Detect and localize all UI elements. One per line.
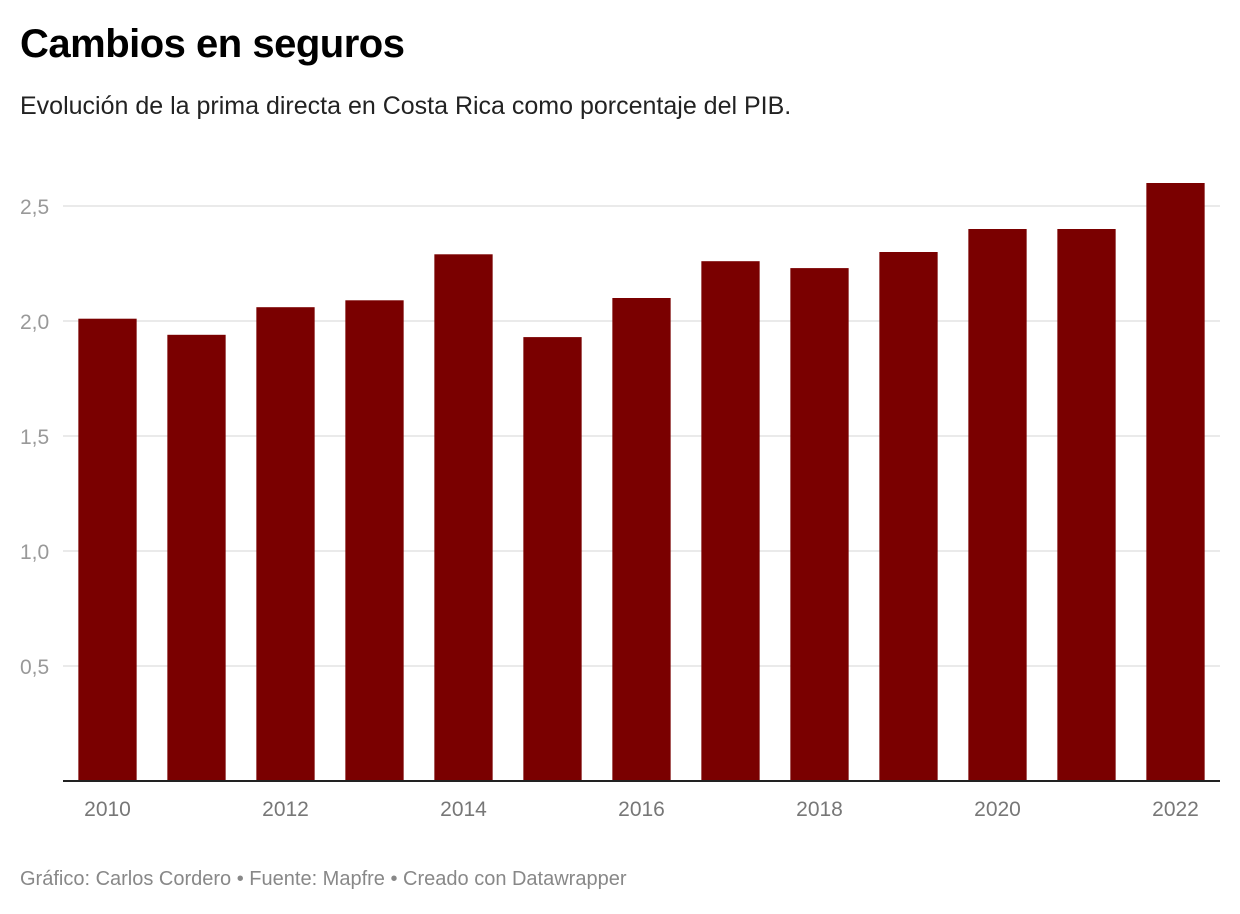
bar-2011 <box>167 334 226 781</box>
x-tick-label: 2010 <box>84 798 131 821</box>
chart-credits: Gráfico: Carlos Cordero • Fuente: Mapfre… <box>20 868 627 890</box>
bar-2012 <box>256 307 315 781</box>
x-tick-label: 2014 <box>440 798 487 821</box>
y-axis-labels: 0,5 1,0 1,5 2,0 2,5 <box>20 196 49 679</box>
bar-2018 <box>790 268 849 782</box>
y-tick-label: 0,5 <box>20 656 49 679</box>
chart-title: Cambios en seguros <box>20 22 405 66</box>
bar-2022 <box>1146 183 1205 781</box>
x-tick-label: 2018 <box>796 798 843 821</box>
bar-2019 <box>879 252 938 781</box>
x-axis-labels: 2010 2012 2014 2016 2018 2020 2022 <box>84 798 1199 821</box>
y-tick-label: 1,5 <box>20 426 49 449</box>
bar-2016 <box>612 298 671 781</box>
y-tick-label: 2,5 <box>20 196 49 219</box>
x-tick-label: 2012 <box>262 798 309 821</box>
bar-2013 <box>345 300 404 781</box>
x-tick-label: 2022 <box>1152 798 1199 821</box>
y-tick-label: 2,0 <box>20 311 49 334</box>
x-tick-label: 2016 <box>618 798 665 821</box>
bar-2021 <box>1057 229 1116 781</box>
bar-2014 <box>434 254 493 782</box>
x-tick-label: 2020 <box>974 798 1021 821</box>
bar-2010 <box>78 318 137 781</box>
bar-2020 <box>968 229 1027 781</box>
bar-2015 <box>523 337 582 781</box>
y-tick-label: 1,0 <box>20 541 49 564</box>
chart-subtitle: Evolución de la prima directa en Costa R… <box>20 92 792 120</box>
bar-2017 <box>701 261 760 781</box>
bars <box>78 183 1205 782</box>
